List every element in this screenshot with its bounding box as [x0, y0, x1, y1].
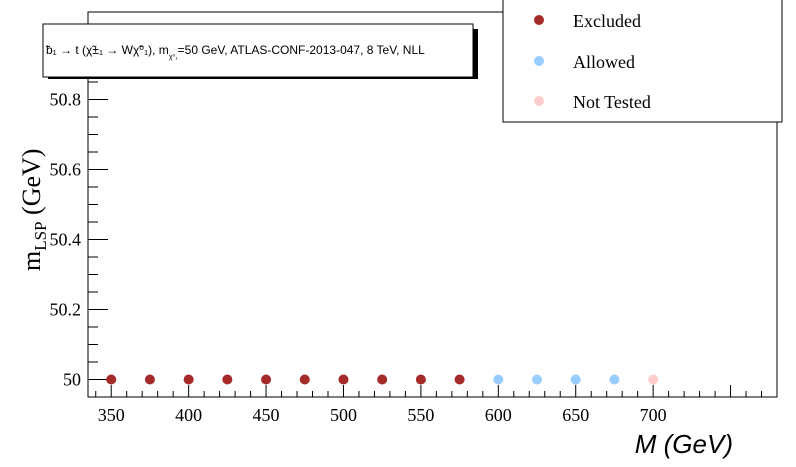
y-axis-title: mLSP (GeV)	[17, 149, 50, 271]
data-point	[648, 374, 659, 385]
data-point	[454, 374, 465, 385]
title-sub: χ⁰₁	[169, 53, 178, 61]
x-tick-label: 600	[485, 405, 512, 425]
title-box	[42, 23, 474, 78]
data-point	[261, 374, 272, 385]
y-tick-label: 50.2	[50, 300, 82, 320]
data-point	[570, 374, 581, 385]
y-tick-label: 50.8	[50, 90, 82, 110]
x-tick-label: 550	[407, 405, 434, 425]
y-axis-title-unit: (GeV)	[17, 149, 46, 222]
legend-box	[502, 0, 783, 123]
chart-title-box: ̃b₁ → t (χ̃±₁ → Wχ̃⁰₁), mχ⁰₁=50 GeV, ATL…	[42, 23, 478, 79]
y-tick-label: 50.4	[50, 230, 82, 250]
x-tick-label: 450	[253, 405, 280, 425]
y-tick-label: 50	[63, 370, 81, 390]
y-axis: 50 50.2 50.4 50.6 50.8	[50, 11, 108, 390]
x-tick-label: 500	[330, 405, 357, 425]
data-point	[183, 374, 194, 385]
legend-label-excluded: Excluded	[573, 11, 641, 31]
legend-marker-excluded	[534, 15, 544, 25]
x-axis-title: M (GeV)	[635, 429, 733, 459]
data-points	[106, 374, 659, 385]
y-axis-title-sub: LSP	[31, 221, 50, 250]
title-rest: =50 GeV, ATLAS-CONF-2013-047, 8 TeV, NLL	[178, 43, 425, 57]
data-point	[493, 374, 504, 385]
legend-label-allowed: Allowed	[573, 52, 635, 72]
data-point	[377, 374, 388, 385]
title-decay: ̃b₁ → t (χ̃±₁ → Wχ̃⁰₁), m	[45, 43, 169, 57]
data-point	[222, 374, 233, 385]
data-point	[144, 374, 155, 385]
y-axis-title-main: m	[17, 251, 46, 271]
x-tick-label: 650	[562, 405, 589, 425]
chart-title: ̃b₁ → t (χ̃±₁ → Wχ̃⁰₁), mχ⁰₁=50 GeV, ATL…	[45, 43, 425, 61]
data-point	[338, 374, 349, 385]
data-point	[532, 374, 543, 385]
x-axis: 350 400 450 500 550 600 650 700	[95, 385, 778, 425]
x-tick-label: 400	[175, 405, 202, 425]
data-point	[106, 374, 117, 385]
x-tick-label: 350	[98, 405, 125, 425]
data-point	[609, 374, 620, 385]
legend-marker-not-tested	[534, 96, 544, 106]
legend: Excluded Allowed Not Tested	[502, 0, 783, 123]
data-point	[299, 374, 310, 385]
x-tick-label: 700	[640, 405, 667, 425]
legend-marker-allowed	[534, 56, 544, 66]
legend-label-not-tested: Not Tested	[573, 92, 651, 112]
data-point	[415, 374, 426, 385]
y-tick-label: 50.6	[50, 160, 82, 180]
